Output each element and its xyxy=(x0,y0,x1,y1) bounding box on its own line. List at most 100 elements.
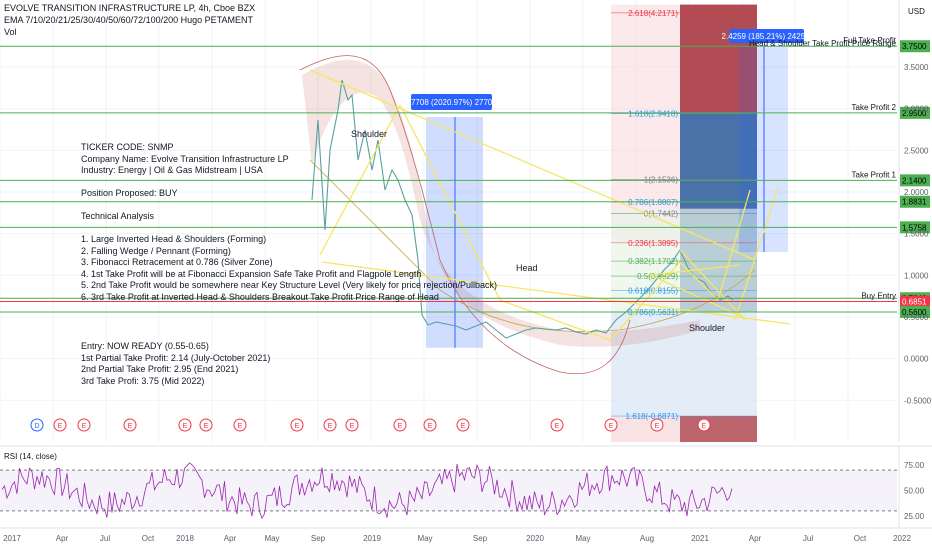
price-level-value: 1.8831 xyxy=(902,198,927,207)
entry-notes: Entry: NOW READY (0.55-0.65) 1st Partial… xyxy=(81,341,270,387)
earnings-marker xyxy=(550,418,564,432)
ema-line xyxy=(299,55,631,375)
earnings-marker xyxy=(393,418,407,432)
head-label: Head xyxy=(516,263,538,273)
earnings-marker xyxy=(123,418,137,432)
earnings-marker-label: E xyxy=(183,423,188,430)
time-tick-label: Apr xyxy=(749,534,762,543)
fib-label: 0.236(1.3895) xyxy=(628,239,678,248)
trendline xyxy=(679,261,719,301)
note-line: 1. Large Inverted Head & Shoulders (Form… xyxy=(81,234,267,244)
earnings-marker xyxy=(456,418,470,432)
price-tick-label: 1.0000 xyxy=(904,271,929,280)
earnings-marker-label: E xyxy=(702,423,707,430)
entry-line: 1st Partial Take Profit: 2.14 (July-Octo… xyxy=(81,352,271,363)
note-line: Industry: Energy | Oil & Gas Midstream |… xyxy=(81,165,263,175)
measure-label-bg-1 xyxy=(411,94,492,110)
earnings-marker-label: E xyxy=(128,423,133,430)
entry-line: 2nd Partial Take Profit: 2.95 (End 2021) xyxy=(81,364,239,374)
price-tick-label: 3.0000 xyxy=(904,105,929,114)
price-level-name: Buy Entry xyxy=(861,292,896,301)
time-tick-label: Apr xyxy=(224,534,237,543)
ema-band xyxy=(302,59,700,347)
currency-label: USD xyxy=(908,7,925,16)
time-tick-label: 2017 xyxy=(3,534,21,543)
trendline xyxy=(649,274,746,319)
earnings-marker-label: E xyxy=(58,423,63,430)
earnings-marker xyxy=(233,418,247,432)
earnings-marker-label: E xyxy=(350,423,355,430)
measure-label-1: 2.7708 (2020.97%) 2770B xyxy=(404,98,497,107)
note-line: 6. 3rd Take Profit at Inverted Head & Sh… xyxy=(81,291,439,302)
time-tick-label: 2019 xyxy=(363,534,381,543)
price-level-name: Take Profit 2 xyxy=(852,103,897,112)
time-tick-label: May xyxy=(575,534,590,543)
rsi-tick-label: 25.00 xyxy=(904,512,925,521)
price-level-tag xyxy=(900,221,930,234)
price-level-name: Full Take Profit xyxy=(843,36,897,45)
trendline xyxy=(717,189,751,301)
earnings-marker-label: D xyxy=(34,423,39,430)
note-line xyxy=(81,223,497,235)
price-level-value: 0.6851 xyxy=(902,298,927,307)
fib-label: 0(1.7442) xyxy=(644,210,679,219)
note-line: 5. 2nd Take Profit would be somewhere ne… xyxy=(81,280,498,290)
price-tick-label: -0.5000 xyxy=(904,396,932,405)
ema-indicator-label[interactable]: EMA 7/10/20/21/25/30/40/50/60/72/100/200… xyxy=(4,15,253,25)
note-line: TICKER CODE: SNMP xyxy=(81,142,174,152)
earnings-marker-label: E xyxy=(398,423,403,430)
time-tick-label: Jul xyxy=(100,534,110,543)
price-tick-label: 0.5000 xyxy=(904,313,929,322)
price-tick-label: 2.5000 xyxy=(904,146,929,155)
fib-label: 0.5(0.9929) xyxy=(637,272,678,281)
price-level-tag xyxy=(900,195,930,208)
earnings-marker-label: E xyxy=(204,423,209,430)
price-tick-label: 3.5000 xyxy=(904,63,929,72)
earnings-marker-label: E xyxy=(238,423,243,430)
fib-label: 0.618(0.8155) xyxy=(628,286,678,295)
time-tick-label: 2018 xyxy=(176,534,194,543)
price-level-tag xyxy=(900,106,930,119)
price-level-tag xyxy=(900,40,930,53)
entry-line: Entry: NOW READY (0.55-0.65) xyxy=(81,341,209,351)
fib-label: 1.618(2.9418) xyxy=(628,110,678,119)
price-level-value: 1.5758 xyxy=(902,223,927,232)
trendline xyxy=(399,104,501,301)
volume-label[interactable]: Vol xyxy=(4,27,17,37)
rsi-label: RSI (14, close) xyxy=(4,452,57,461)
price-tick-label: 1.5000 xyxy=(904,230,929,239)
trendline xyxy=(321,261,791,325)
shoulder-right-label: Shoulder xyxy=(689,323,725,333)
earnings-marker xyxy=(77,418,91,432)
ema-line xyxy=(309,159,756,332)
price-tick-label: 0.0000 xyxy=(904,355,929,364)
note-line: Company Name: Evolve Transition Infrastr… xyxy=(81,153,289,164)
note-line xyxy=(81,177,497,189)
time-tick-label: Oct xyxy=(854,534,867,543)
earnings-marker-label: E xyxy=(609,423,614,430)
note-line: 2. Falling Wedge / Pennant (Forming) xyxy=(81,245,231,256)
time-tick-label: May xyxy=(417,534,432,543)
earnings-marker-label: E xyxy=(461,423,466,430)
price-level-value: 2.1400 xyxy=(902,176,927,185)
time-tick-label: Apr xyxy=(56,534,69,543)
time-tick-label: Aug xyxy=(640,534,654,543)
price-level-value: 0.5600 xyxy=(902,308,927,317)
earnings-marker-label: E xyxy=(555,423,560,430)
price-level-tag xyxy=(900,305,930,318)
earnings-marker xyxy=(199,418,213,432)
trendline xyxy=(649,264,741,276)
time-tick-label: Sep xyxy=(311,534,326,543)
price-level-value: 3.7500 xyxy=(902,42,927,51)
trendline xyxy=(609,261,681,341)
fib-label: 1.618(-0.6871) xyxy=(626,412,679,421)
earnings-marker xyxy=(423,418,437,432)
rsi-band xyxy=(0,470,897,511)
earnings-marker xyxy=(290,418,304,432)
fib-zone-dark-red xyxy=(680,4,757,114)
earnings-marker xyxy=(53,418,67,432)
earnings-marker-label: E xyxy=(428,423,433,430)
note-line: 3. Fibonacci Retracement at 0.786 (Silve… xyxy=(81,257,273,267)
price-line xyxy=(311,79,734,339)
